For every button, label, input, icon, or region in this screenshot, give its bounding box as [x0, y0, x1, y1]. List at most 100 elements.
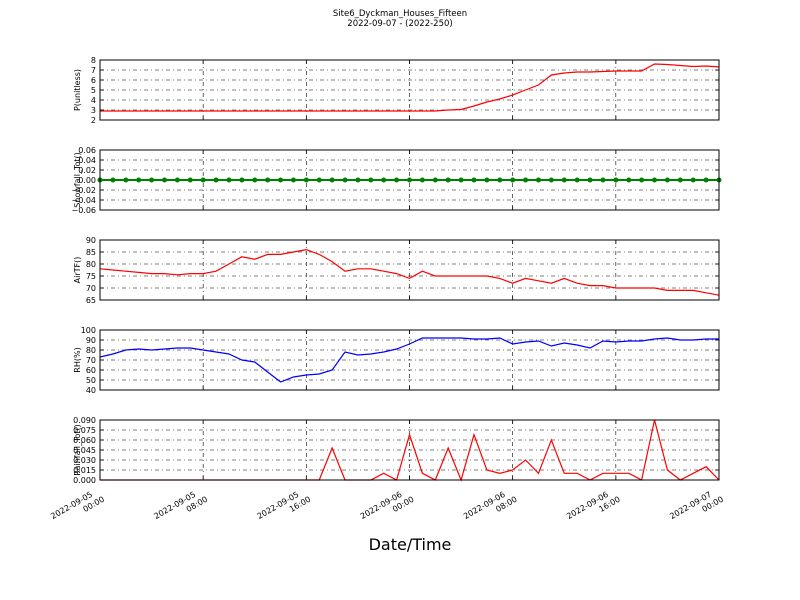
data-point — [535, 177, 541, 183]
data-line — [100, 63, 720, 112]
y-tick-label: 0.06 — [78, 146, 96, 155]
x-tick-label: 2022-09-0516:00 — [256, 486, 313, 530]
x-tick-label: 2022-09-0508:00 — [152, 486, 209, 530]
data-point — [149, 177, 155, 183]
data-point — [419, 177, 425, 183]
y-axis-label: AirTF() — [73, 257, 82, 284]
x-tick-label: 2022-09-0616:00 — [565, 486, 622, 530]
y-tick-label: 0.045 — [73, 446, 96, 455]
y-tick-label: 100 — [81, 326, 96, 335]
data-point — [123, 177, 129, 183]
y-tick-label: 70 — [86, 356, 96, 365]
data-point — [652, 177, 658, 183]
y-tick-label: 4 — [91, 96, 96, 105]
chart-title: Site6_Dyckman_Houses_Fifteen — [333, 9, 467, 19]
data-point — [677, 177, 683, 183]
data-point — [239, 177, 245, 183]
data-point — [252, 177, 258, 183]
y-tick-label: 85 — [86, 248, 96, 257]
y-tick-label: 40 — [86, 386, 96, 395]
chart-subtitle: 2022-09-07 - (2022-250) — [347, 19, 452, 29]
data-point — [561, 177, 567, 183]
data-point — [458, 177, 464, 183]
y-tick-label: 60 — [86, 366, 96, 375]
data-point — [265, 177, 271, 183]
data-point — [381, 177, 387, 183]
data-point — [574, 177, 580, 183]
y-tick-label: 5 — [91, 86, 96, 95]
data-point — [484, 177, 490, 183]
data-point — [303, 177, 309, 183]
data-point — [187, 177, 193, 183]
y-tick-label: 0.04 — [78, 156, 96, 165]
y-tick-label: 80 — [86, 260, 96, 269]
y-axis-label: P(unitless) — [73, 69, 82, 111]
data-point — [394, 177, 400, 183]
data-point — [664, 177, 670, 183]
y-tick-label: −0.06 — [71, 206, 96, 215]
data-point — [368, 177, 374, 183]
x-tick-label: 2022-09-0500:00 — [49, 486, 106, 530]
data-point — [407, 177, 412, 183]
data-point — [600, 177, 606, 183]
data-line — [99, 248, 720, 296]
data-point — [510, 177, 516, 183]
plot-frame — [99, 59, 720, 121]
data-point — [613, 177, 619, 183]
data-point — [355, 177, 361, 183]
data-point — [548, 177, 554, 183]
y-tick-label: 80 — [86, 346, 96, 355]
data-point — [110, 177, 116, 183]
y-tick-label: 65 — [86, 296, 96, 305]
y-tick-label: 50 — [86, 376, 96, 385]
data-point — [329, 177, 335, 183]
data-point — [213, 177, 219, 183]
data-point — [639, 177, 645, 183]
data-line — [99, 337, 719, 383]
y-tick-label: 90 — [86, 336, 96, 345]
y-tick-label: −0.04 — [71, 196, 96, 205]
y-tick-label: 8 — [91, 56, 96, 65]
y-tick-label: 0.060 — [73, 436, 96, 445]
data-point — [523, 177, 529, 183]
y-axis-label: Snowfall_Tot() — [73, 152, 82, 208]
y-tick-label: 6 — [91, 76, 96, 85]
y-axis-label: RH(%) — [73, 347, 82, 372]
data-point — [200, 177, 206, 183]
data-point — [136, 177, 142, 183]
plot-frame — [99, 239, 720, 301]
y-tick-label: 75 — [86, 272, 96, 281]
y-tick-label: 0.015 — [73, 466, 96, 475]
x-tick-label: 2022-09-0608:00 — [462, 486, 519, 530]
data-point — [342, 177, 348, 183]
y-tick-label: 0.090 — [73, 416, 96, 425]
y-tick-label: 3 — [91, 106, 96, 115]
y-tick-label: 2 — [91, 116, 96, 125]
y-tick-label: 0.000 — [73, 476, 96, 485]
y-tick-label: 7 — [91, 66, 96, 75]
data-point — [471, 177, 477, 183]
plot-frame — [99, 419, 720, 481]
data-point — [432, 177, 438, 183]
data-point — [290, 177, 296, 183]
data-point — [587, 177, 593, 183]
x-axis-label: Date/Time — [369, 535, 452, 554]
data-point — [626, 177, 632, 183]
y-axis-label: Rainfall_Tot() — [73, 424, 82, 476]
data-point — [278, 177, 284, 183]
plot-frame — [99, 149, 720, 211]
data-point — [174, 177, 180, 183]
y-tick-label: 0.075 — [73, 426, 96, 435]
plot-frame — [99, 329, 720, 391]
data-point — [316, 177, 322, 183]
y-tick-label: 0.02 — [78, 166, 96, 175]
data-point — [703, 177, 709, 183]
y-tick-label: −0.02 — [71, 186, 96, 195]
y-tick-label: 0.030 — [73, 456, 96, 465]
y-tick-label: 90 — [86, 236, 96, 245]
y-tick-label: 0.00 — [78, 176, 96, 185]
data-point — [690, 177, 696, 183]
data-point — [226, 177, 232, 183]
y-tick-label: 70 — [86, 284, 96, 293]
